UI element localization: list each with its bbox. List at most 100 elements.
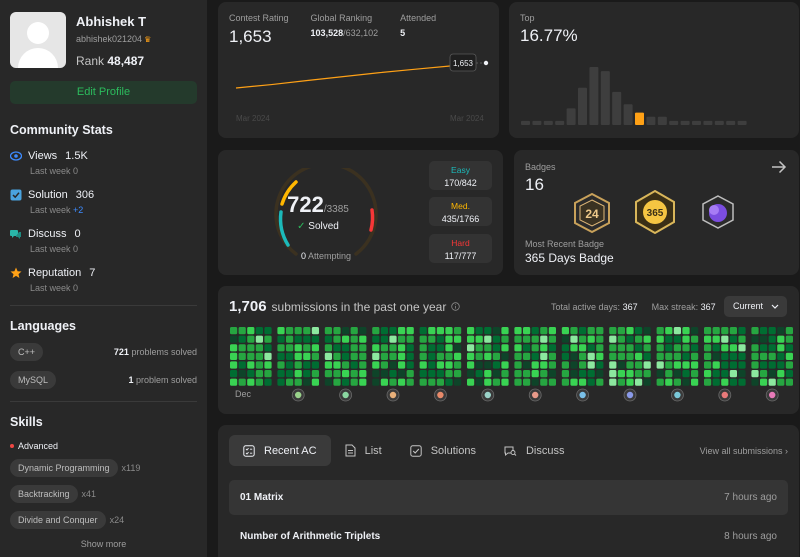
heatmap-cell[interactable] (475, 344, 483, 352)
heatmap-cell[interactable] (445, 335, 453, 343)
heatmap-cell[interactable] (380, 378, 388, 386)
heatmap-cell[interactable] (751, 352, 759, 360)
heatmap-cell[interactable] (264, 335, 272, 343)
heatmap-cell[interactable] (729, 327, 737, 335)
heatmap-cell[interactable] (359, 378, 367, 386)
heatmap-cell[interactable] (380, 370, 388, 378)
heatmap-cell[interactable] (454, 335, 462, 343)
heatmap-cell[interactable] (587, 378, 595, 386)
heatmap-cell[interactable] (587, 352, 595, 360)
heatmap-cell[interactable] (548, 370, 556, 378)
heatmap-cell[interactable] (492, 361, 500, 369)
heatmap-cell[interactable] (729, 335, 737, 343)
heatmap-cell[interactable] (230, 335, 238, 343)
heatmap-cell[interactable] (626, 344, 634, 352)
heatmap-cell[interactable] (643, 352, 651, 360)
heatmap-cell[interactable] (247, 344, 255, 352)
heatmap-cell[interactable] (303, 344, 311, 352)
heatmap-cell[interactable] (691, 370, 699, 378)
skill-tag[interactable]: Backtracking (10, 485, 78, 503)
heatmap-cell[interactable] (342, 335, 350, 343)
heatmap-cell[interactable] (656, 361, 664, 369)
heatmap-cell[interactable] (419, 327, 427, 335)
heatmap-cell[interactable] (247, 370, 255, 378)
heatmap-cell[interactable] (570, 327, 578, 335)
heatmap-cell[interactable] (238, 378, 246, 386)
heatmap-cell[interactable] (428, 361, 436, 369)
heatmap-cell[interactable] (324, 361, 332, 369)
heatmap-cell[interactable] (626, 352, 634, 360)
heatmap-cell[interactable] (380, 361, 388, 369)
heatmap-cell[interactable] (768, 352, 776, 360)
heatmap-cell[interactable] (359, 344, 367, 352)
heatmap-cell[interactable] (372, 344, 380, 352)
heatmap-cell[interactable] (596, 370, 604, 378)
heatmap-cell[interactable] (419, 370, 427, 378)
heatmap-cell[interactable] (467, 352, 475, 360)
heatmap-cell[interactable] (523, 327, 531, 335)
heatmap-cell[interactable] (398, 327, 406, 335)
heatmap-cell[interactable] (264, 370, 272, 378)
heatmap-cell[interactable] (561, 370, 569, 378)
heatmap-cell[interactable] (255, 335, 263, 343)
heatmap-cell[interactable] (531, 361, 539, 369)
heatmap-cell[interactable] (501, 327, 509, 335)
heatmap-cell[interactable] (350, 370, 358, 378)
info-icon[interactable] (451, 302, 461, 311)
heatmap-cell[interactable] (255, 327, 263, 335)
heatmap-cell[interactable] (635, 378, 643, 386)
heatmap-cell[interactable] (643, 361, 651, 369)
rating-line-chart[interactable]: 1,653 Mar 2024 Mar 2024 (218, 2, 499, 138)
heatmap-cell[interactable] (738, 370, 746, 378)
heatmap-cell[interactable] (380, 335, 388, 343)
heatmap-cell[interactable] (492, 378, 500, 386)
heatmap-cell[interactable] (492, 352, 500, 360)
heatmap-cell[interactable] (277, 361, 285, 369)
language-tag-mysql[interactable]: MySQL (10, 371, 57, 389)
heatmap-cell[interactable] (247, 378, 255, 386)
heatmap-cell[interactable] (264, 352, 272, 360)
heatmap-cell[interactable] (238, 352, 246, 360)
heatmap-cell[interactable] (501, 378, 509, 386)
heatmap-cell[interactable] (785, 344, 793, 352)
heatmap-cell[interactable] (596, 378, 604, 386)
difficulty-easy[interactable]: Easy 170/842 (429, 161, 492, 190)
heatmap-cell[interactable] (738, 335, 746, 343)
heatmap-cell[interactable] (406, 327, 414, 335)
solved-progress-ring[interactable] (268, 168, 384, 268)
heatmap-cell[interactable] (389, 378, 397, 386)
heatmap-cell[interactable] (548, 352, 556, 360)
heatmap-cell[interactable] (704, 335, 712, 343)
heatmap-cell[interactable] (303, 335, 311, 343)
heatmap-cell[interactable] (428, 352, 436, 360)
heatmap-cell[interactable] (777, 361, 785, 369)
heatmap-cell[interactable] (445, 344, 453, 352)
heatmap-cell[interactable] (760, 335, 768, 343)
heatmap-cell[interactable] (531, 370, 539, 378)
heatmap-cell[interactable] (596, 327, 604, 335)
heatmap-cell[interactable] (643, 335, 651, 343)
heatmap-cell[interactable] (230, 344, 238, 352)
heatmap-cell[interactable] (350, 344, 358, 352)
heatmap-cell[interactable] (635, 327, 643, 335)
heatmap-cell[interactable] (682, 370, 690, 378)
heatmap-cell[interactable] (561, 335, 569, 343)
heatmap-cell[interactable] (691, 378, 699, 386)
heatmap-cell[interactable] (359, 361, 367, 369)
heatmap-cell[interactable] (286, 352, 294, 360)
heatmap-cell[interactable] (523, 361, 531, 369)
heatmap-cell[interactable] (419, 378, 427, 386)
heatmap-cell[interactable] (419, 361, 427, 369)
heatmap-cell[interactable] (286, 327, 294, 335)
heatmap-cell[interactable] (579, 378, 587, 386)
heatmap-cell[interactable] (704, 378, 712, 386)
heatmap-cell[interactable] (579, 335, 587, 343)
heatmap-cell[interactable] (342, 327, 350, 335)
heatmap-cell[interactable] (230, 378, 238, 386)
heatmap-cell[interactable] (768, 344, 776, 352)
heatmap-cell[interactable] (389, 344, 397, 352)
heatmap-cell[interactable] (760, 327, 768, 335)
heatmap-cell[interactable] (570, 370, 578, 378)
heatmap-cell[interactable] (768, 378, 776, 386)
heatmap-cell[interactable] (682, 361, 690, 369)
